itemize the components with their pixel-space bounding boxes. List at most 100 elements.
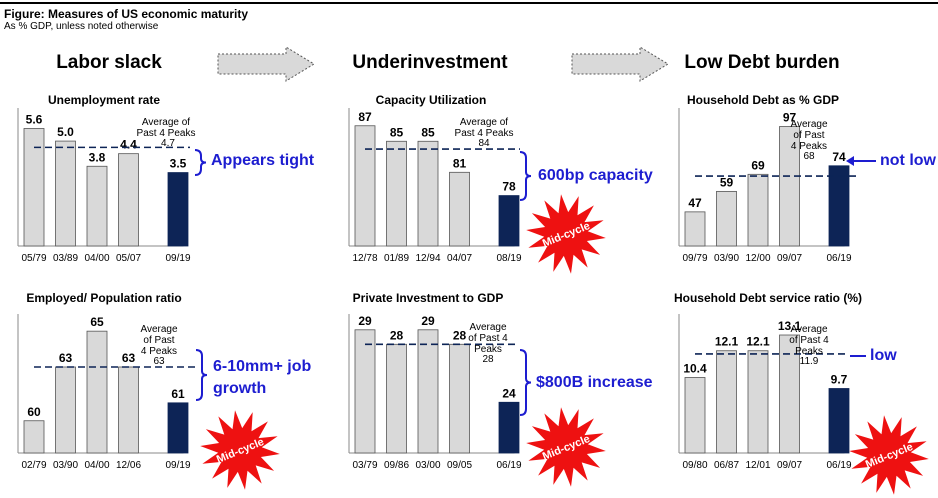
x-tick-label: 09/19 xyxy=(165,460,190,471)
x-tick-label: 12/00 xyxy=(745,253,770,264)
chart-panel-1: Unemployment rate 5.6 05/79 5.0 03/89 3.8 04/0… xyxy=(17,93,196,264)
bar xyxy=(716,190,737,247)
x-tick-label: 12/06 xyxy=(116,460,141,471)
bar-value-label: 12.1 xyxy=(746,335,770,349)
average-label: Average xyxy=(790,324,828,335)
x-tick-label: 03/89 xyxy=(53,253,78,264)
bar-value-label: 24 xyxy=(502,386,516,400)
mid-cycle-starburst xyxy=(526,194,606,274)
x-tick-label: 03/90 xyxy=(53,460,78,471)
bar xyxy=(779,334,800,454)
x-tick-label: 03/90 xyxy=(714,253,739,264)
chart-panel-5: Private Investment to GDP 29 03/79 28 09/86 2… xyxy=(348,291,522,471)
average-label: of Past xyxy=(143,335,174,346)
average-label: 4 Peaks xyxy=(141,346,177,357)
average-value-label: 68 xyxy=(803,151,815,162)
x-tick-label: 12/94 xyxy=(415,253,440,264)
average-label: Average xyxy=(469,322,507,333)
bar-value-label: 9.7 xyxy=(831,373,848,387)
bar-value-label: 3.8 xyxy=(89,150,106,164)
average-label: of Past 4 xyxy=(468,333,508,344)
bar-value-label: 5.6 xyxy=(26,112,43,126)
average-label: Average xyxy=(140,324,178,335)
average-label: Peaks xyxy=(795,346,823,357)
bar xyxy=(684,377,706,454)
column-header-low-debt-burden: Low Debt burden xyxy=(684,52,840,73)
average-label: Average of xyxy=(142,117,190,128)
bar xyxy=(167,402,189,454)
bar-value-label: 47 xyxy=(688,196,702,210)
bar xyxy=(86,330,108,454)
chart-panel-3: Household Debt as % GDP 47 09/79 59 03/90 69 1… xyxy=(678,93,858,264)
bar-value-label: 10.4 xyxy=(683,361,707,375)
bar xyxy=(716,350,737,454)
arrow-head xyxy=(846,156,854,166)
average-label: Past 4 Peaks xyxy=(137,128,196,139)
bar-value-label: 13.1 xyxy=(778,319,802,333)
bar xyxy=(417,329,439,454)
bar-value-label: 28 xyxy=(453,328,467,342)
average-value-label: 4.7 xyxy=(161,138,175,149)
bar-value-label: 61 xyxy=(171,387,185,401)
bar-value-label: 60 xyxy=(27,405,41,419)
bar xyxy=(828,388,850,454)
x-tick-label: 08/19 xyxy=(496,253,521,264)
bar-value-label: 12.1 xyxy=(715,335,739,349)
brace-investment xyxy=(519,349,532,416)
bar xyxy=(118,153,139,247)
x-tick-label: 06/19 xyxy=(826,253,851,264)
chart-title: Unemployment rate xyxy=(48,93,160,107)
bar xyxy=(55,140,76,247)
bar-value-label: 74 xyxy=(832,150,846,164)
x-tick-label: 12/01 xyxy=(745,460,770,471)
bar xyxy=(828,165,850,247)
bar xyxy=(167,172,189,247)
brace-job-growth xyxy=(195,349,208,401)
bar xyxy=(449,343,470,454)
bar xyxy=(354,125,376,247)
bar xyxy=(779,126,800,247)
figure-subtitle: As % GDP, unless noted otherwise xyxy=(4,21,159,32)
x-tick-label: 09/86 xyxy=(384,460,409,471)
bar xyxy=(684,211,706,247)
average-value-label: 84 xyxy=(478,138,490,149)
x-tick-label: 09/19 xyxy=(165,253,190,264)
x-tick-label: 09/07 xyxy=(777,460,802,471)
bar-value-label: 81 xyxy=(453,156,467,170)
average-label: of Past 4 xyxy=(789,335,829,346)
average-label: Peaks xyxy=(474,344,502,355)
mid-cycle-starburst xyxy=(849,415,929,495)
annotation-low: low xyxy=(870,347,897,364)
average-label: Past 4 Peaks xyxy=(455,128,514,139)
mid-cycle-starburst xyxy=(526,407,606,487)
bar xyxy=(118,366,139,454)
brace-unemployment xyxy=(194,149,207,176)
annotation-appears-tight: Appears tight xyxy=(211,152,315,169)
bar-value-label: 97 xyxy=(783,111,797,125)
chart-panel-4: Employed/ Population ratio 60 02/79 63 03/90… xyxy=(17,291,198,471)
bar-value-label: 87 xyxy=(358,110,372,124)
chart-title: Private Investment to GDP xyxy=(353,291,504,305)
bar xyxy=(747,173,769,247)
mid-cycle-starburst xyxy=(200,410,280,490)
bar-value-label: 28 xyxy=(390,328,404,342)
x-tick-label: 09/05 xyxy=(447,460,472,471)
average-value-label: 28 xyxy=(482,354,494,365)
bar-value-label: 63 xyxy=(122,351,136,365)
bar-value-label: 59 xyxy=(720,175,734,189)
bar xyxy=(498,195,520,247)
average-label: of Past xyxy=(793,130,824,141)
x-tick-label: 04/07 xyxy=(447,253,472,264)
bar xyxy=(86,165,108,247)
x-tick-label: 02/79 xyxy=(21,460,46,471)
bar-value-label: 78 xyxy=(502,180,516,194)
top-rule xyxy=(0,2,938,4)
chart-panel-6: Household Debt service ratio (%) 10.4 09/8… xyxy=(674,291,862,471)
bar-value-label: 85 xyxy=(390,125,404,139)
average-label: 4 Peaks xyxy=(791,141,827,152)
bar-value-label: 63 xyxy=(59,351,73,365)
block-arrow xyxy=(571,46,669,82)
annotation-job-growth-1: 6-10mm+ job xyxy=(213,358,312,375)
bar xyxy=(386,343,407,454)
